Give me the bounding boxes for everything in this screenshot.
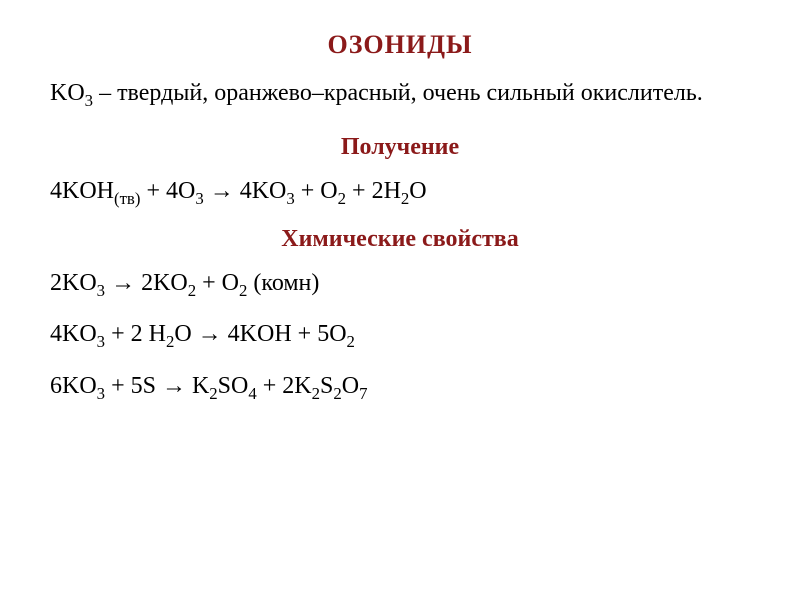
properties-equation-3: 6KO3 + 5S → K2SO4 + 2K2S2O7 — [50, 370, 750, 405]
properties-header: Химические свойства — [50, 226, 750, 253]
compound-description: KO3 – твердый, оранжево–красный, очень с… — [50, 78, 750, 112]
properties-equation-2: 4KO3 + 2 H2O → 4KOH + 5O2 — [50, 318, 750, 353]
page-title: ОЗОНИДЫ — [50, 30, 750, 60]
preparation-header: Получение — [50, 134, 750, 161]
preparation-equation-1: 4KOH(тв) + 4O3 → 4KO3 + O2 + 2H2O — [50, 175, 750, 210]
properties-equation-1: 2KO3 → 2KO2 + O2 (комн) — [50, 267, 750, 302]
